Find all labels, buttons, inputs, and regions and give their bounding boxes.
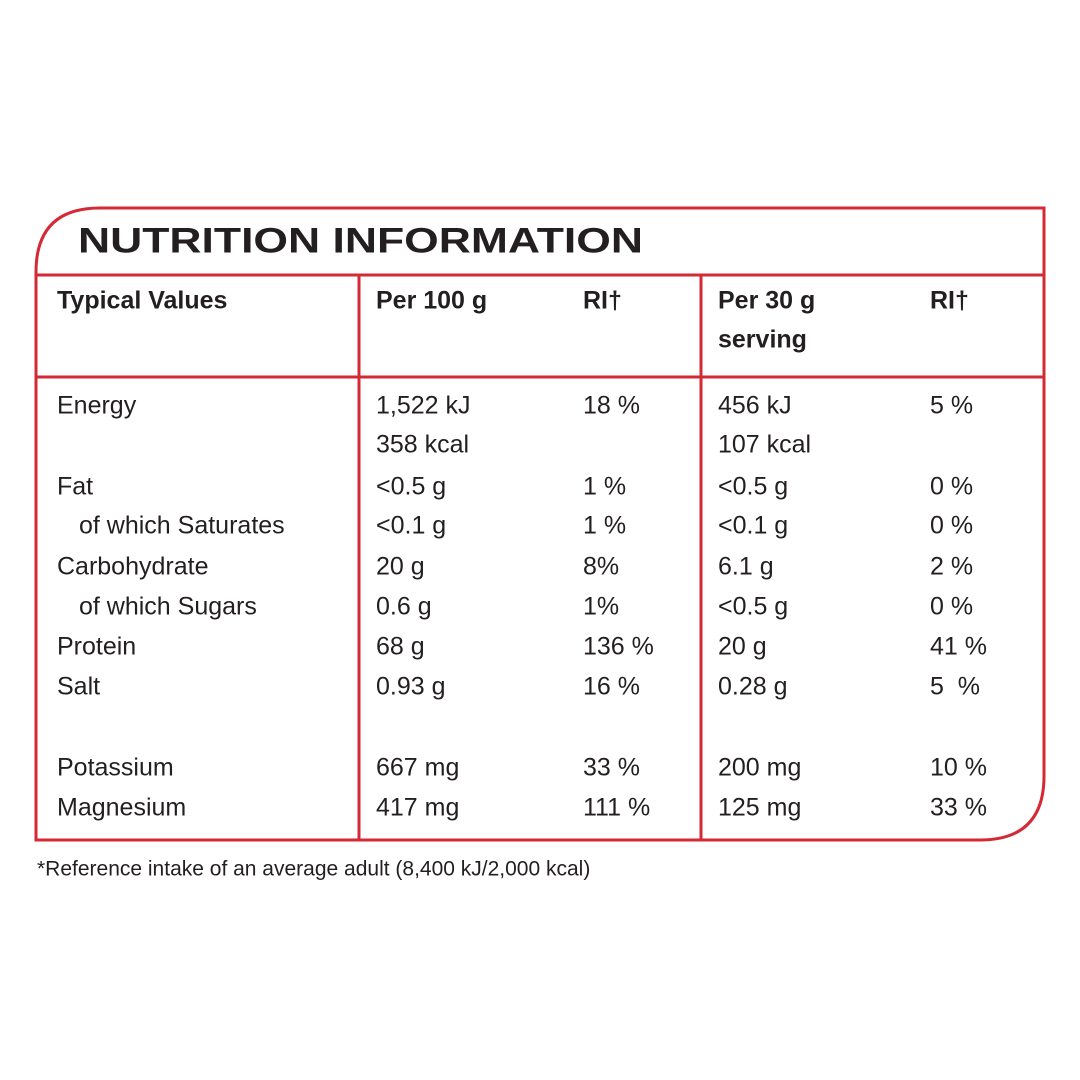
row-label: Potassium: [57, 754, 174, 782]
value-cell: 1 %: [583, 473, 626, 501]
value-cell: 0 %: [930, 512, 973, 540]
row-label: Carbohydrate: [57, 553, 208, 581]
value-cell: 0.93 g: [376, 673, 446, 701]
value-cell: 20 g: [376, 553, 425, 581]
value-cell: 136 %: [583, 633, 654, 661]
header-cell: RI†: [583, 287, 622, 315]
value-cell: 5 %: [930, 392, 973, 420]
row-label: of which Saturates: [79, 512, 285, 540]
value-cell: 0 %: [930, 593, 973, 621]
value-cell: 107 kcal: [718, 431, 811, 459]
row-label: Salt: [57, 673, 100, 701]
header-cell: serving: [718, 326, 807, 354]
value-cell: 16 %: [583, 673, 640, 701]
row-label: Protein: [57, 633, 136, 661]
value-cell: 0 %: [930, 473, 973, 501]
header-cell: Per 30 g: [718, 287, 815, 315]
row-label: Magnesium: [57, 794, 186, 822]
title: NUTRITION INFORMATION: [78, 221, 643, 260]
value-cell: 2 %: [930, 553, 973, 581]
value-cell: 200 mg: [718, 754, 801, 782]
value-cell: 358 kcal: [376, 431, 469, 459]
value-cell: 8%: [583, 553, 619, 581]
value-cell: 667 mg: [376, 754, 459, 782]
value-cell: 125 mg: [718, 794, 801, 822]
value-cell: 5 %: [930, 673, 980, 701]
value-cell: 1%: [583, 593, 619, 621]
value-cell: 0.6 g: [376, 593, 432, 621]
value-cell: 41 %: [930, 633, 987, 661]
value-cell: 456 kJ: [718, 392, 792, 420]
table-border: [34, 206, 1046, 842]
row-label: Fat: [57, 473, 93, 501]
value-cell: 1 %: [583, 512, 626, 540]
value-cell: 33 %: [930, 794, 987, 822]
value-cell: 111 %: [583, 794, 650, 822]
value-cell: <0.5 g: [718, 593, 788, 621]
value-cell: 68 g: [376, 633, 425, 661]
value-cell: 0.28 g: [718, 673, 788, 701]
footnote: *Reference intake of an average adult (8…: [37, 858, 590, 881]
value-cell: <0.1 g: [376, 512, 446, 540]
header-cell: RI†: [930, 287, 969, 315]
row-label: of which Sugars: [79, 593, 257, 621]
header-cell: Typical Values: [57, 287, 227, 315]
value-cell: 417 mg: [376, 794, 459, 822]
value-cell: <0.5 g: [376, 473, 446, 501]
value-cell: <0.1 g: [718, 512, 788, 540]
value-cell: 6.1 g: [718, 553, 774, 581]
header-cell: Per 100 g: [376, 287, 487, 315]
value-cell: 18 %: [583, 392, 640, 420]
row-label: Energy: [57, 392, 137, 420]
value-cell: 20 g: [718, 633, 767, 661]
value-cell: 33 %: [583, 754, 640, 782]
value-cell: <0.5 g: [718, 473, 788, 501]
value-cell: 10 %: [930, 754, 987, 782]
value-cell: 1,522 kJ: [376, 392, 471, 420]
